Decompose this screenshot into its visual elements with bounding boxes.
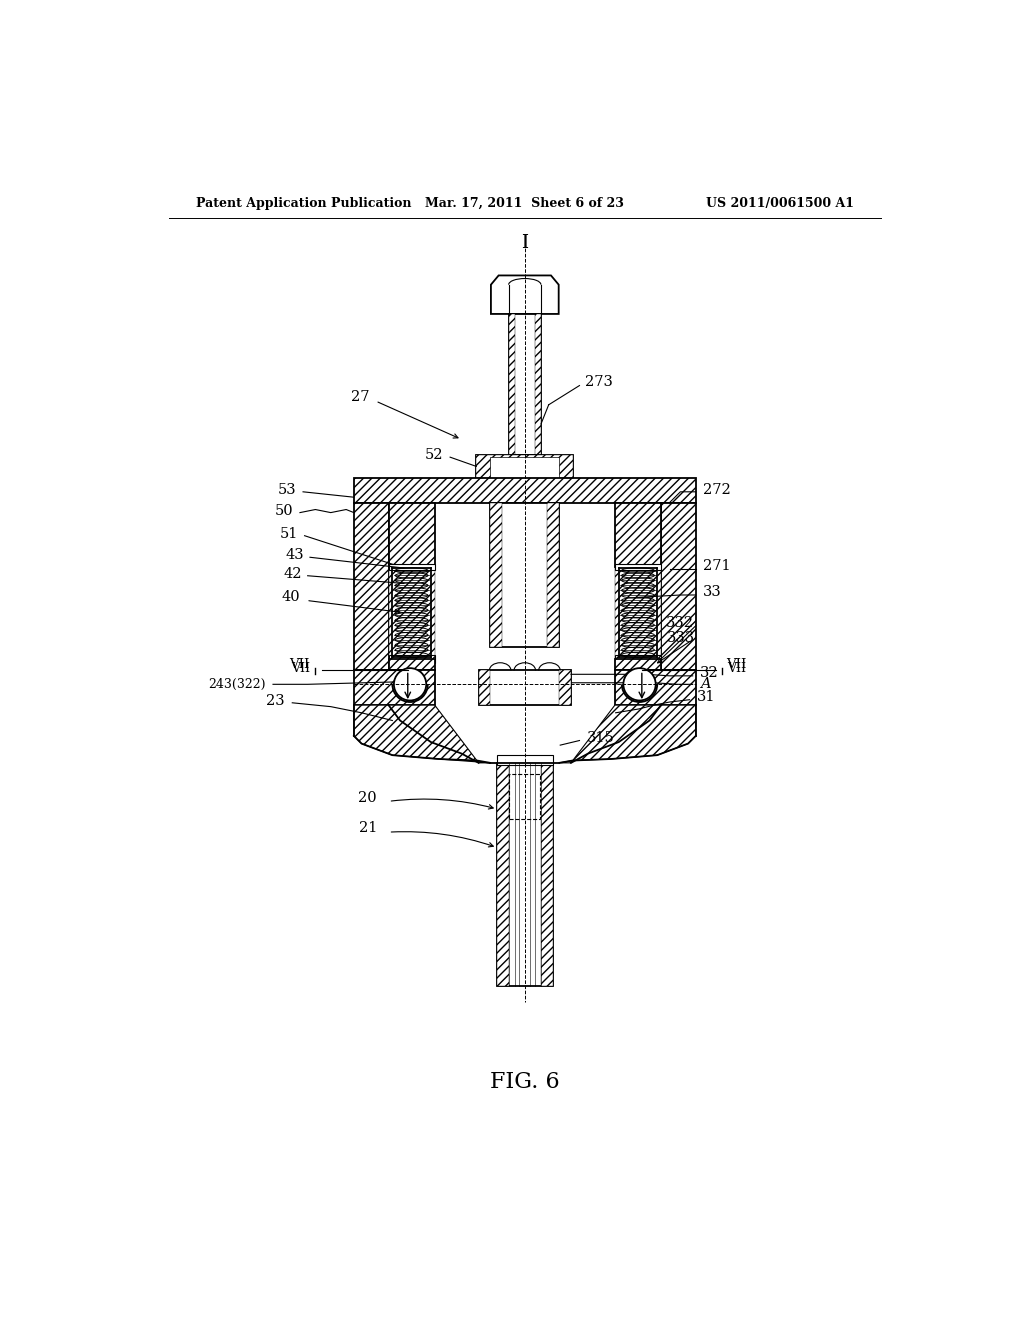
Bar [490, 503, 503, 647]
Bar [354, 478, 695, 503]
Text: 271: 271 [702, 560, 730, 573]
Text: VII: VII [727, 657, 746, 671]
Text: I: I [521, 234, 528, 252]
Text: 27: 27 [351, 391, 370, 404]
Circle shape [394, 668, 426, 701]
Bar [509, 314, 541, 455]
Bar [547, 503, 559, 647]
Bar [388, 564, 435, 570]
Bar [388, 566, 435, 659]
Bar [497, 763, 553, 986]
Text: 31: 31 [696, 690, 715, 705]
Bar [478, 671, 571, 705]
Bar [509, 314, 515, 455]
Text: VII: VII [289, 657, 309, 671]
Text: 23: 23 [266, 694, 285, 709]
Text: 42: 42 [283, 568, 301, 581]
Text: 21: 21 [358, 821, 377, 836]
Bar [354, 503, 388, 671]
Bar [388, 503, 435, 566]
Text: 272: 272 [702, 483, 730, 496]
Text: A: A [700, 677, 711, 692]
Text: 43: 43 [286, 548, 304, 562]
Text: 333: 333 [668, 631, 695, 645]
Text: 33: 33 [702, 585, 722, 599]
Bar [559, 671, 571, 705]
Text: Patent Application Publication: Patent Application Publication [196, 197, 412, 210]
Text: 52: 52 [425, 447, 443, 462]
Bar [490, 457, 559, 478]
Bar [614, 659, 662, 671]
Polygon shape [354, 705, 490, 763]
Bar [614, 564, 662, 570]
Bar [476, 455, 573, 478]
Text: VII: VII [291, 661, 310, 675]
Bar [509, 775, 541, 818]
Text: 51: 51 [280, 527, 298, 541]
Bar [354, 671, 435, 705]
Circle shape [624, 668, 655, 701]
Polygon shape [490, 276, 559, 314]
Text: I: I [521, 234, 528, 252]
Bar [497, 763, 509, 986]
Bar [497, 755, 553, 766]
Text: 32: 32 [700, 665, 719, 680]
Text: 315: 315 [587, 731, 615, 746]
Text: 332: 332 [666, 615, 693, 630]
Text: 50: 50 [275, 504, 294, 517]
Text: 273: 273 [585, 375, 612, 388]
Bar [490, 503, 559, 647]
Bar [614, 671, 695, 705]
Bar [478, 671, 490, 705]
Text: 40: 40 [282, 590, 300, 605]
Bar [535, 314, 541, 455]
Bar [614, 655, 662, 663]
Text: US 2011/0061500 A1: US 2011/0061500 A1 [706, 197, 854, 210]
Text: 53: 53 [278, 483, 296, 496]
Bar [662, 503, 695, 671]
Bar [614, 566, 662, 659]
Bar [388, 655, 435, 663]
Text: 243(322): 243(322) [208, 677, 265, 690]
Bar [541, 763, 553, 986]
Bar [388, 659, 435, 671]
Text: 20: 20 [358, 791, 377, 804]
Bar [614, 503, 662, 566]
Bar [476, 455, 573, 478]
Text: FIG. 6: FIG. 6 [490, 1072, 559, 1093]
Text: Mar. 17, 2011  Sheet 6 of 23: Mar. 17, 2011 Sheet 6 of 23 [425, 197, 625, 210]
Text: VII: VII [727, 661, 746, 675]
Polygon shape [559, 705, 695, 763]
